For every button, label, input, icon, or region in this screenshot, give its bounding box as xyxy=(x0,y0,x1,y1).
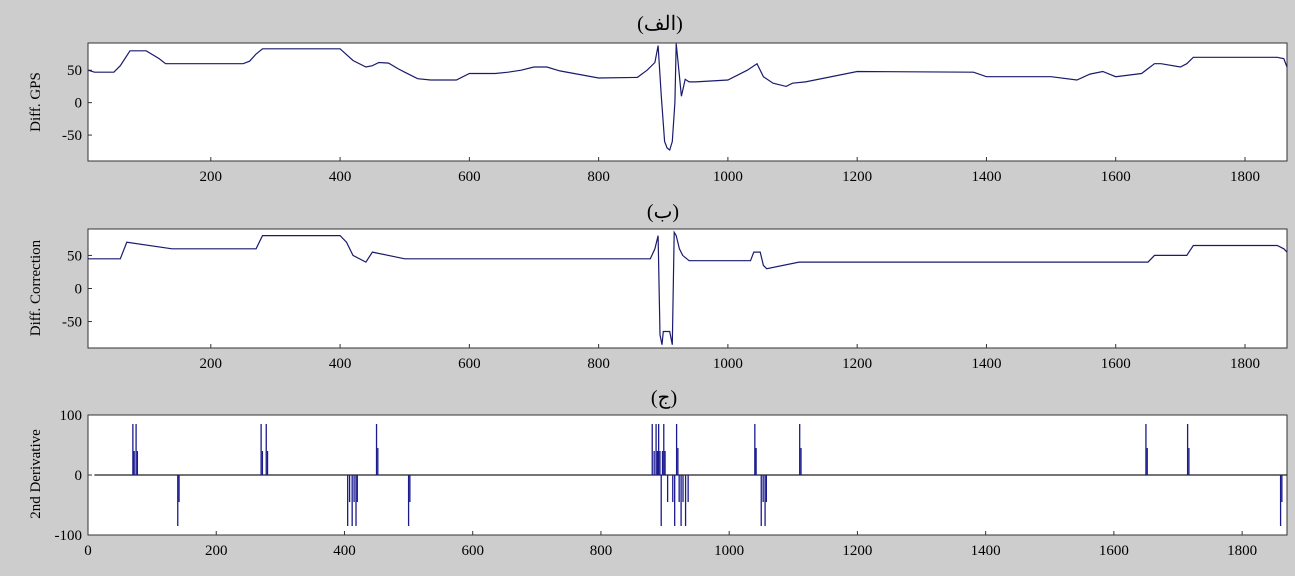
x-tick-label: 400 xyxy=(329,169,352,185)
x-tick-label: 1600 xyxy=(1101,169,1131,185)
y-tick-label: 50 xyxy=(67,248,82,264)
x-tick-label: 1400 xyxy=(971,543,1001,559)
x-tick-label: 1000 xyxy=(714,543,744,559)
panel-gps: (الف) Diff. GPS 200 400 600 800 1000 1200 1400… xyxy=(28,13,1288,185)
x-tick-label: 1800 xyxy=(1230,169,1260,185)
y-tick-label: -100 xyxy=(55,528,83,544)
x-tick-label: 1600 xyxy=(1101,356,1131,372)
x-tick-label: 800 xyxy=(590,543,613,559)
panel-correction-title: (ب) xyxy=(647,201,679,223)
panel-correction: (ب) Diff. Correction 200 400 600 800 1000 120… xyxy=(28,201,1288,372)
panel-correction-ylabel: Diff. Correction xyxy=(28,239,44,336)
panel-gps-title: (الف) xyxy=(637,13,683,35)
panel-correction-ticks: 200 400 600 800 1000 1200 1400 1600 1800 50 0 -50 xyxy=(62,248,1260,372)
y-tick-label: 0 xyxy=(75,468,83,484)
panel-gps-plot-area xyxy=(87,42,1288,162)
y-tick-label: 50 xyxy=(67,63,82,79)
x-tick-label: 800 xyxy=(587,356,610,372)
x-tick-label: 1000 xyxy=(713,356,743,372)
x-tick-label: 1600 xyxy=(1099,543,1129,559)
x-tick-label: 200 xyxy=(205,543,228,559)
x-tick-label: 400 xyxy=(329,356,352,372)
x-tick-label: 1400 xyxy=(971,169,1001,185)
panel-gps-series-line xyxy=(87,43,1288,152)
x-tick-label: 400 xyxy=(333,543,356,559)
x-tick-label: 600 xyxy=(458,356,481,372)
y-tick-label: 0 xyxy=(75,282,83,298)
x-tick-label: 200 xyxy=(200,169,223,185)
y-tick-label: 100 xyxy=(60,408,83,424)
panel-derivative-ticks: 0 200 400 600 800 1000 1200 1400 1600 18001000-10… xyxy=(55,408,1258,559)
x-tick-label: 1200 xyxy=(842,169,872,185)
panel-correction-series-line xyxy=(88,230,1288,345)
panel-correction-plot-area xyxy=(87,228,1288,349)
x-tick-label: 600 xyxy=(461,543,484,559)
panel-derivative-series xyxy=(94,424,1287,526)
panel-gps-ylabel: Diff. GPS xyxy=(28,72,44,132)
x-tick-label: 1200 xyxy=(842,356,872,372)
y-tick-label: -50 xyxy=(62,315,82,331)
x-tick-label: 1000 xyxy=(713,169,743,185)
y-tick-label: 0 xyxy=(75,96,83,112)
panel-derivative: (ج) 2nd Derivative 0 200 400 600 800 1000 1200… xyxy=(28,387,1288,559)
x-tick-label: 1800 xyxy=(1227,543,1257,559)
panel-derivative-ylabel: 2nd Derivative xyxy=(28,429,44,519)
x-tick-label: 200 xyxy=(200,356,223,372)
x-tick-label: 0 xyxy=(84,543,92,559)
x-tick-label: 1800 xyxy=(1230,356,1260,372)
panel-gps-ticks: 200 400 600 800 1000 1200 1400 1600 1800 50 0 -50 xyxy=(62,63,1260,185)
x-tick-label: 1200 xyxy=(842,543,872,559)
x-tick-label: 1400 xyxy=(971,356,1001,372)
x-tick-label: 800 xyxy=(587,169,610,185)
y-tick-label: -50 xyxy=(62,128,82,144)
panel-derivative-title: (ج) xyxy=(651,387,677,409)
x-tick-label: 600 xyxy=(458,169,481,185)
